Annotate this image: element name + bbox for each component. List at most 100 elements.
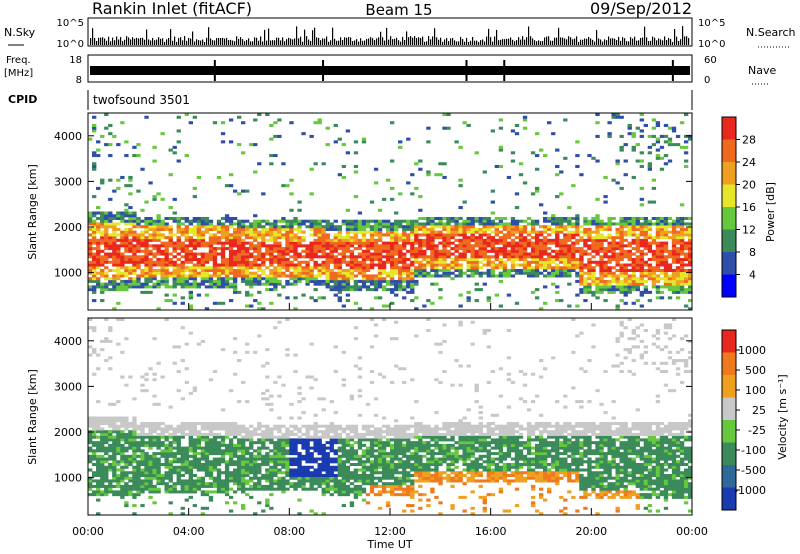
- heatmap-cell: [559, 216, 564, 221]
- heatmap-cell: [120, 468, 125, 472]
- heatmap-cell: [128, 476, 133, 480]
- nsky-bar: [482, 39, 484, 45]
- heatmap-cell: [675, 225, 681, 229]
- heatmap-cell: [651, 216, 657, 221]
- heatmap-cell: [253, 118, 258, 122]
- heatmap-cell: [172, 233, 177, 237]
- heatmap-cell: [265, 274, 270, 278]
- nsky-bar: [364, 40, 366, 45]
- heatmap-cell: [108, 468, 113, 472]
- heatmap-cell: [659, 145, 665, 149]
- heatmap-cell: [394, 238, 399, 242]
- heatmap-cell: [663, 225, 669, 229]
- heatmap-cell: [176, 490, 181, 494]
- heatmap-cell: [357, 227, 363, 231]
- heatmap-cell: [249, 479, 254, 483]
- heatmap-cell: [196, 274, 202, 278]
- heatmap-cell: [220, 457, 226, 461]
- heatmap-cell: [506, 274, 512, 278]
- heatmap-cell: [249, 487, 254, 491]
- heatmap-cell: [216, 285, 222, 289]
- heatmap-cell: [490, 255, 495, 259]
- heatmap-cell: [96, 457, 101, 461]
- heatmap-cell: [208, 498, 214, 502]
- heatmap-cell: [168, 501, 173, 505]
- heatmap-cell: [220, 348, 226, 352]
- heatmap-cell: [156, 227, 161, 231]
- heatmap-cell: [377, 238, 383, 242]
- heatmap-cell: [104, 225, 109, 229]
- heatmap-cell: [269, 282, 274, 286]
- heatmap-cell: [599, 241, 604, 245]
- heatmap-cell: [619, 263, 624, 267]
- heatmap-cell: [204, 443, 210, 447]
- heatmap-cell: [687, 307, 693, 311]
- heatmap-cell: [168, 299, 173, 303]
- heatmap-cell: [184, 424, 189, 428]
- heatmap-cell: [353, 151, 359, 155]
- heatmap-cell: [563, 219, 568, 223]
- heatmap-cell: [152, 244, 157, 248]
- heatmap-cell: [390, 197, 395, 201]
- heatmap-cell: [458, 233, 463, 237]
- heatmap-cell: [398, 244, 403, 248]
- nsky-bar: [570, 37, 572, 45]
- heatmap-cell: [341, 175, 347, 179]
- heatmap-cell: [184, 342, 189, 346]
- colorbar-segment: [722, 252, 736, 275]
- heatmap-cell: [506, 233, 512, 237]
- heatmap-cell: [116, 482, 121, 486]
- heatmap-cell: [192, 195, 198, 199]
- heatmap-cell: [655, 219, 661, 223]
- heatmap-cell: [398, 271, 403, 275]
- heatmap-cell: [551, 132, 556, 136]
- heatmap-cell: [418, 225, 423, 229]
- heatmap-cell: [514, 192, 520, 196]
- heatmap-cell: [345, 222, 351, 226]
- heatmap-cell: [176, 441, 181, 445]
- heatmap-cell: [112, 430, 117, 434]
- heatmap-cell: [647, 299, 653, 303]
- heatmap-cell: [168, 252, 173, 256]
- heatmap-cell: [148, 244, 153, 248]
- heatmap-cell: [245, 258, 250, 262]
- heatmap-cell: [341, 258, 347, 262]
- heatmap-cell: [394, 271, 399, 275]
- heatmap-cell: [100, 268, 105, 272]
- heatmap-cell: [88, 238, 93, 242]
- heatmap-cell: [228, 282, 234, 286]
- heatmap-cell: [687, 233, 693, 237]
- heatmap-cell: [100, 181, 105, 185]
- heatmap-cell: [228, 216, 234, 221]
- heatmap-cell: [442, 126, 447, 130]
- heatmap-cell: [510, 263, 516, 267]
- heatmap-cell: [619, 279, 624, 283]
- heatmap-cell: [583, 244, 588, 248]
- heatmap-cell: [317, 255, 322, 259]
- heatmap-cell: [228, 173, 234, 177]
- heatmap-cell: [120, 457, 125, 461]
- heatmap-cell: [406, 249, 411, 253]
- heatmap-cell: [92, 195, 97, 199]
- heatmap-cell: [325, 222, 330, 226]
- heatmap-cell: [96, 260, 101, 264]
- heatmap-cell: [224, 274, 230, 278]
- heatmap-cell: [160, 463, 165, 467]
- heatmap-cell: [446, 252, 451, 256]
- heatmap-cell: [341, 238, 347, 242]
- heatmap-cell: [591, 271, 596, 275]
- heatmap-cell: [534, 154, 540, 158]
- heatmap-cell: [394, 252, 399, 256]
- heatmap-cell: [200, 424, 206, 428]
- freq-bars: [90, 60, 690, 81]
- heatmap-cell: [446, 227, 451, 231]
- heatmap-cell: [671, 219, 677, 223]
- heatmap-cell: [236, 446, 242, 450]
- heatmap-cell: [216, 460, 222, 464]
- heatmap-cell: [551, 230, 556, 234]
- heatmap-cell: [116, 214, 121, 218]
- nsky-bar: [624, 38, 626, 45]
- heatmap-cell: [667, 268, 673, 272]
- heatmap-cell: [112, 233, 117, 237]
- heatmap-cell: [228, 479, 234, 483]
